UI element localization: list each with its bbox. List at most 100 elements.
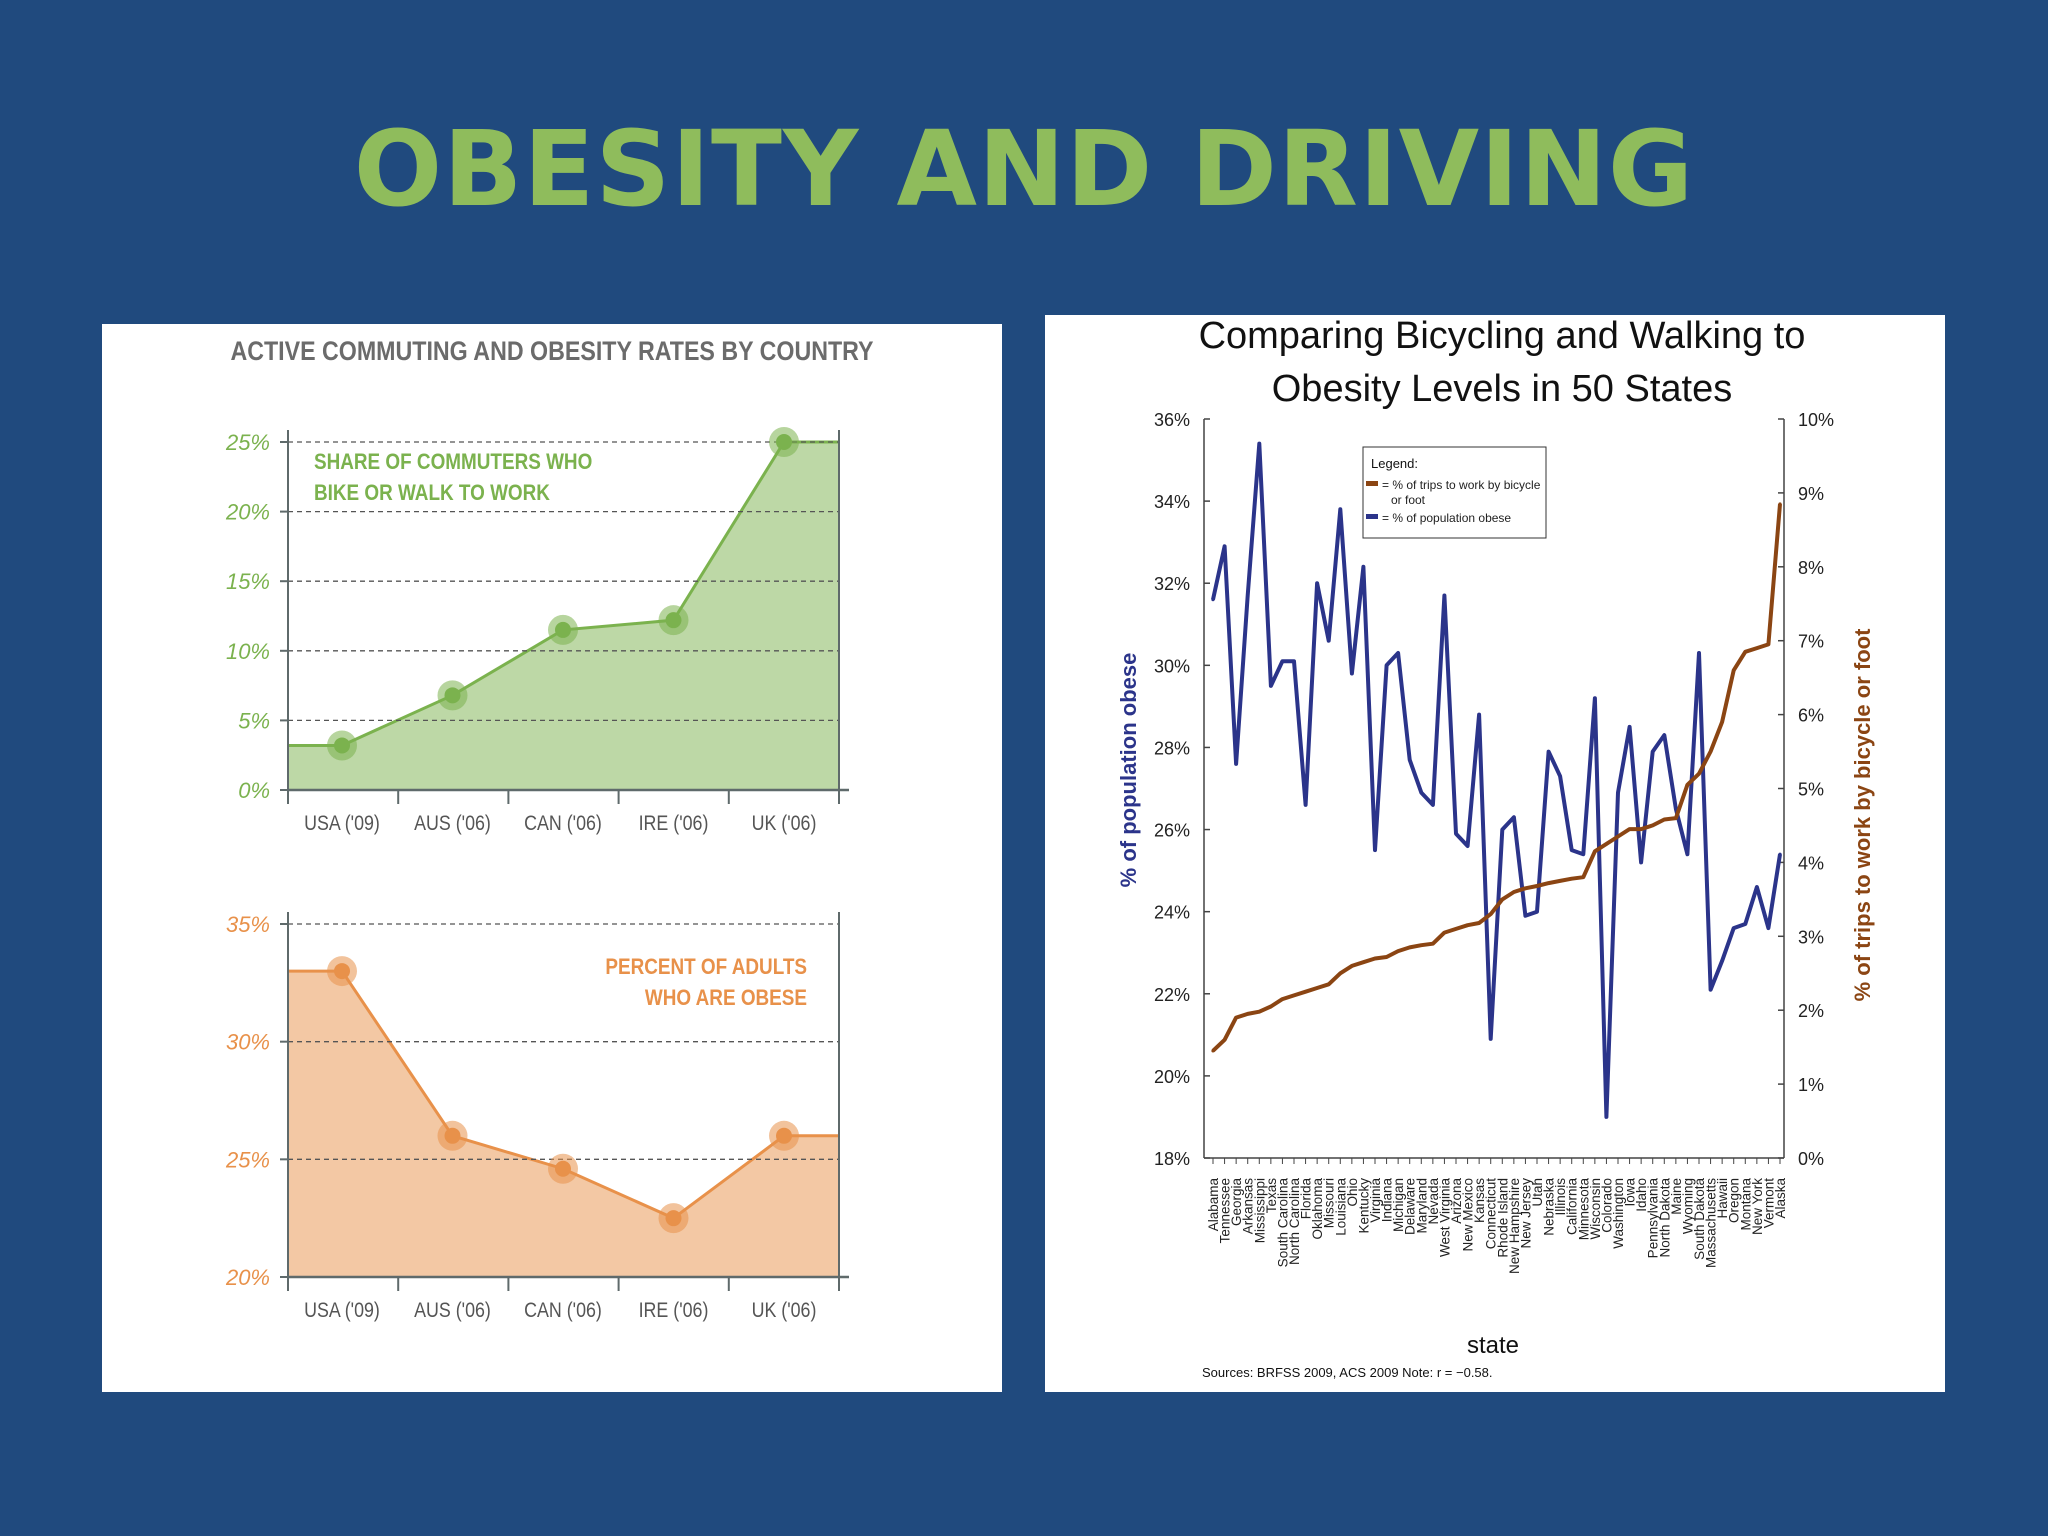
active-commute-point (1778, 502, 1782, 506)
active-commute-point (1697, 772, 1701, 776)
states-x-tick-label: Hawaii (1715, 1178, 1730, 1219)
chart1-y-tick-label: 20% (225, 1265, 270, 1290)
source-note: Sources: BRFSS 2009, ACS 2009 Note: r = … (1202, 1365, 1493, 1380)
active-commute-point (1604, 842, 1609, 846)
obesity-point (1697, 651, 1701, 655)
states-x-tick-label: Maine (1669, 1178, 1684, 1215)
chart1-x-tick-label: AUS ('06) (414, 1299, 491, 1323)
chart1-point (334, 963, 350, 980)
states-right-tick-label: 9% (1798, 484, 1824, 504)
active-commute-point (1442, 931, 1447, 935)
chart1-x-tick-label: CAN ('06) (524, 1299, 602, 1323)
chart1-y-tick-label: 25% (225, 1147, 270, 1172)
chart0-x-tick-label: UK ('06) (752, 812, 817, 836)
states-left-tick-label: 32% (1154, 574, 1190, 594)
states-x-tick-label: Arizona (1449, 1178, 1464, 1224)
chart0-point (555, 621, 571, 638)
obesity-point (1477, 713, 1481, 717)
states-left-tick-label: 30% (1154, 656, 1190, 676)
states-x-tick-label: Wyoming (1680, 1178, 1695, 1234)
obesity-point (1454, 832, 1458, 836)
chart0-y-tick-label: 20% (225, 500, 270, 525)
states-right-tick-label: 5% (1798, 780, 1824, 800)
states-chart-title-line-1: Comparing Bicycling and Walking to (1199, 315, 1806, 357)
states-right-tick-label: 3% (1798, 927, 1824, 947)
active-commute-point (1732, 668, 1736, 672)
legend-label: = % of population obese (1382, 511, 1511, 525)
obesity-point (1222, 544, 1227, 548)
obesity-point (1616, 791, 1620, 795)
states-left-tick-label: 18% (1154, 1149, 1190, 1169)
chart1-point (776, 1127, 792, 1144)
chart0-y-tick-label: 10% (226, 639, 270, 664)
obesity-point (1257, 442, 1261, 446)
legend-swatch-obesity (1366, 514, 1378, 519)
active-commute-point (1396, 949, 1400, 953)
obesity-point (1431, 803, 1435, 807)
obesity-point (1732, 926, 1736, 930)
states-x-tick-label: Florida (1299, 1178, 1314, 1220)
active-commute-point (1616, 834, 1620, 839)
obesity-point (1280, 659, 1285, 663)
states-x-tick-label: Oregon (1727, 1178, 1742, 1223)
active-commute-point (1211, 1049, 1215, 1053)
states-x-tick-label: Delaware (1403, 1178, 1418, 1235)
obesity-point (1396, 651, 1400, 655)
active-commute-point (1454, 927, 1458, 931)
active-commute-point (1593, 849, 1597, 853)
obesity-point (1384, 663, 1389, 667)
obesity-point (1408, 758, 1412, 762)
states-x-tick-label: North Carolina (1287, 1178, 1302, 1266)
active-commute-point (1662, 817, 1666, 822)
legend-box (1362, 446, 1547, 539)
active-commute-point (1257, 1010, 1261, 1014)
active-commute-point (1373, 956, 1377, 961)
states-x-tick-label: Illinois (1553, 1178, 1568, 1216)
obesity-point (1327, 639, 1331, 643)
states-left-tick-label: 28% (1154, 738, 1190, 758)
obesity-point (1639, 860, 1643, 865)
chart1-point (665, 1210, 682, 1227)
states-x-tick-label: Texas (1264, 1178, 1279, 1214)
states-right-axis-label: % of trips to work by bicycle or foot (1850, 628, 1875, 1001)
chart1-x-tick-label: IRE ('06) (639, 1299, 709, 1323)
states-x-tick-label: New Jersey (1518, 1178, 1533, 1249)
states-left-tick-label: 36% (1154, 410, 1190, 430)
active-commute-point (1627, 827, 1632, 831)
states-x-tick-label: Mississippi (1252, 1178, 1267, 1243)
obesity-point (1465, 844, 1470, 848)
chart0-area (288, 442, 839, 790)
active-commute-point (1292, 993, 1296, 998)
obesity-point (1292, 659, 1296, 663)
states-x-tick-label: Utah (1530, 1178, 1545, 1207)
chart1-annotation-line: WHO ARE OBESE (645, 986, 807, 1011)
states-x-tick-label: New Mexico (1461, 1178, 1476, 1252)
chart0-point (665, 612, 682, 629)
chart1-y-tick-label: 35% (226, 912, 270, 937)
states-chart: Comparing Bicycling and Walking to Obesi… (1116, 315, 1875, 1380)
obesity-point (1570, 848, 1574, 852)
chart0-x-tick-label: CAN ('06) (524, 812, 602, 836)
legend-swatch-active-commute (1366, 481, 1378, 486)
obesity-point (1558, 774, 1562, 778)
obesity-point (1593, 696, 1597, 700)
states-x-tick-label: Nebraska (1542, 1178, 1557, 1236)
obesity-series-line (1211, 441, 1782, 1119)
active-commute-point (1570, 877, 1574, 881)
states-x-tick-label: Kentucky (1356, 1178, 1371, 1234)
chart1-y-tick-label: 30% (226, 1030, 270, 1055)
states-x-tick-label: Louisiana (1333, 1178, 1348, 1236)
chart1-x-tick-label: USA ('09) (304, 1299, 380, 1323)
active-commute-point (1755, 646, 1759, 650)
chart0-annotation-line: SHARE OF COMMUTERS WHO (314, 450, 592, 475)
states-x-tick-label: New York (1750, 1178, 1765, 1235)
chart0-point (776, 434, 792, 450)
active-commute-point (1384, 955, 1389, 959)
chart0-x-tick-label: USA ('09) (304, 812, 380, 836)
obesity-point (1361, 565, 1366, 569)
obesity-point (1269, 684, 1273, 688)
obesity-point (1662, 733, 1666, 737)
chart1-point (444, 1127, 461, 1144)
active-commute-point (1708, 749, 1713, 754)
states-x-tick-label: West Virginia (1437, 1178, 1452, 1258)
